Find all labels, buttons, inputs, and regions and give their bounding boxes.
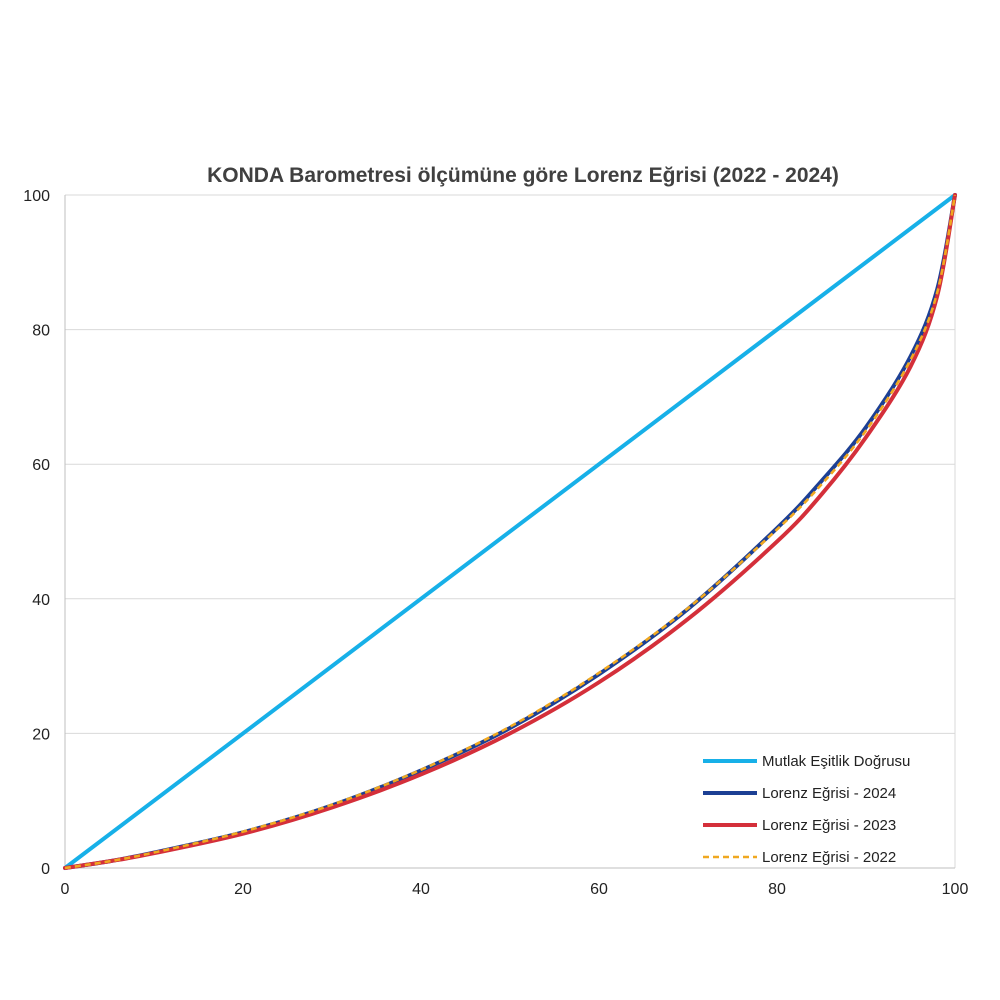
grid-lines [65,194,956,868]
x-tick-label-80: 80 [768,881,786,898]
y-tick-label-40: 40 [32,592,50,609]
x-tick-label-60: 60 [590,881,608,898]
y-tick-label-0: 0 [41,861,50,878]
x-tick-label-20: 20 [234,881,252,898]
x-tick-label-100: 100 [942,881,969,898]
x-tick-label-0: 0 [61,881,70,898]
axes [64,195,955,869]
legend-label-3: Lorenz Eğrisi - 2022 [762,849,896,866]
y-tick-label-80: 80 [32,323,50,340]
series-line-0 [63,193,957,870]
legend-label-1: Lorenz Eğrisi - 2024 [762,785,896,802]
y-tick-label-60: 60 [32,457,50,474]
legend: Mutlak Eşitlik Doğrusu Lorenz Eğrisi - 20… [703,753,910,866]
legend-label-2: Lorenz Eğrisi - 2023 [762,817,896,834]
legend-label-0: Mutlak Eşitlik Doğrusu [762,753,910,770]
x-tick-label-40: 40 [412,881,430,898]
y-tick-label-100: 100 [23,188,50,205]
y-tick-label-20: 20 [32,726,50,743]
series-lines [63,193,957,870]
series-line-2 [63,193,957,870]
tick-labels: 0 20 40 60 80 100 0 20 40 60 80 100 [23,188,968,898]
chart-title: KONDA Barometresi ölçümüne göre Lorenz E… [207,164,839,187]
series-line-3 [64,194,957,870]
